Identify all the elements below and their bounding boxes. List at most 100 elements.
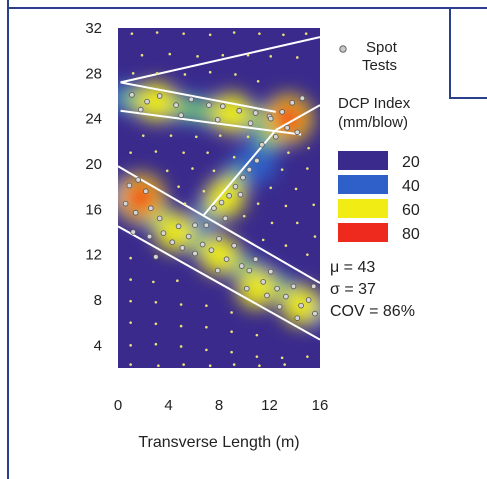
background-point bbox=[295, 56, 299, 59]
x-tick-label: 8 bbox=[215, 397, 223, 414]
spot-test-marker bbox=[284, 124, 290, 131]
stat-label: COV = 86% bbox=[330, 303, 415, 320]
spot-test-marker bbox=[305, 297, 312, 303]
trench-line bbox=[120, 109, 302, 136]
background-point bbox=[202, 189, 206, 193]
background-point bbox=[154, 300, 158, 304]
spot-test-marker bbox=[132, 209, 139, 216]
background-point bbox=[255, 355, 259, 358]
background-point bbox=[205, 325, 208, 329]
background-point bbox=[232, 31, 236, 34]
stat-label: μ = 43 bbox=[330, 259, 375, 276]
spot-test-marker bbox=[237, 191, 244, 198]
spot-test-marker bbox=[260, 279, 266, 285]
spot-test-marker bbox=[130, 229, 136, 235]
spot-test-marker bbox=[312, 310, 318, 317]
spot-test-marker bbox=[273, 134, 279, 140]
spot-test-marker bbox=[298, 302, 304, 309]
background-point bbox=[194, 135, 198, 139]
spot-test-marker bbox=[310, 283, 317, 290]
background-point bbox=[232, 155, 236, 159]
background-point bbox=[208, 364, 212, 368]
frame-border-bottom bbox=[449, 97, 487, 99]
legend-bins: 20 40 60 80 bbox=[338, 151, 420, 243]
legend-bin-label: 40 bbox=[402, 178, 420, 195]
spot-test-marker bbox=[203, 222, 210, 229]
background-point bbox=[221, 53, 225, 57]
heat-hotspot bbox=[205, 178, 246, 218]
spot-test-marker bbox=[267, 115, 274, 122]
background-point bbox=[154, 150, 158, 153]
legend-swatch bbox=[338, 175, 388, 194]
spot-test-marker bbox=[153, 254, 159, 260]
spot-test-marker bbox=[185, 233, 192, 240]
spot-test-marker bbox=[232, 183, 239, 190]
background-point bbox=[312, 203, 315, 207]
trench-line bbox=[118, 225, 320, 341]
legend-swatch bbox=[338, 223, 388, 242]
background-point bbox=[256, 202, 260, 205]
heat-hotspot bbox=[211, 93, 252, 133]
background-point bbox=[306, 355, 309, 358]
background-point bbox=[258, 32, 261, 35]
spot-test-marker bbox=[246, 166, 253, 173]
spot-test-marker bbox=[264, 292, 270, 299]
background-point bbox=[155, 72, 159, 75]
spot-test-marker bbox=[218, 199, 225, 206]
background-point bbox=[284, 204, 288, 208]
background-point bbox=[129, 278, 132, 281]
spot-test-marker bbox=[254, 157, 260, 164]
background-point bbox=[230, 350, 233, 354]
spot-test-marker bbox=[226, 192, 232, 199]
spot-test-marker bbox=[279, 109, 285, 115]
legend-bin-label: 20 bbox=[402, 154, 420, 171]
background-point bbox=[287, 151, 290, 154]
y-tick-label: 32 bbox=[85, 20, 102, 37]
spot-test-marker bbox=[178, 112, 184, 119]
heat-hotspot bbox=[236, 268, 277, 309]
x-tick-label: 0 bbox=[114, 397, 122, 414]
background-point bbox=[295, 221, 299, 225]
background-point bbox=[155, 31, 159, 34]
stat-label: σ = 37 bbox=[330, 281, 376, 298]
spot-test-marker bbox=[283, 293, 289, 300]
spot-test-marker bbox=[216, 236, 222, 242]
trench-lines bbox=[118, 36, 320, 341]
spot-test-marker bbox=[214, 117, 221, 123]
background-point bbox=[179, 345, 183, 348]
spot-test-marker bbox=[173, 102, 179, 108]
spot-test-marker bbox=[208, 247, 215, 253]
spot-test-marker bbox=[192, 222, 198, 229]
spot-test-marker bbox=[199, 241, 206, 248]
background-point bbox=[242, 214, 246, 218]
background-point bbox=[168, 52, 172, 56]
y-tick-label: 16 bbox=[85, 201, 102, 218]
background-point bbox=[255, 333, 259, 337]
spot-test-marker bbox=[252, 256, 259, 263]
legend: Spot Tests DCP Index (mm/blow) 20 40 60 80 bbox=[338, 39, 420, 243]
legend-bin-label: 60 bbox=[402, 202, 420, 219]
background-point bbox=[130, 32, 134, 35]
spot-test-marker bbox=[156, 215, 163, 222]
background-point bbox=[141, 134, 145, 137]
background-points bbox=[129, 31, 317, 368]
background-point bbox=[280, 356, 284, 360]
legend-marker-label-line: Tests bbox=[362, 57, 397, 74]
frame-border-left bbox=[7, 0, 9, 479]
spot-test-marker bbox=[231, 242, 237, 249]
frame-border-right bbox=[449, 7, 451, 99]
background-point bbox=[304, 32, 308, 35]
background-point bbox=[270, 221, 274, 225]
background-point bbox=[258, 364, 261, 368]
trench-line bbox=[275, 104, 320, 131]
background-point bbox=[313, 235, 317, 238]
spot-test-marker bbox=[236, 107, 243, 114]
background-point bbox=[196, 55, 199, 58]
heat-hotspot bbox=[199, 234, 239, 275]
background-point bbox=[182, 151, 185, 154]
spot-test-marker bbox=[148, 205, 154, 212]
background-point bbox=[283, 363, 286, 366]
spot-test-marker bbox=[290, 283, 297, 290]
legend-marker-label: Spot Tests bbox=[362, 39, 398, 74]
spot-test-marker bbox=[156, 93, 163, 99]
